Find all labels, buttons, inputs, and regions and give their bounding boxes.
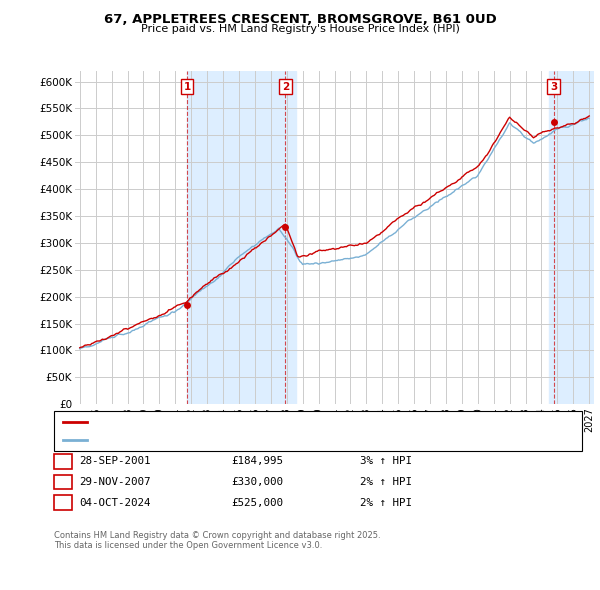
Text: 29-NOV-2007: 29-NOV-2007 [79, 477, 151, 487]
Text: 1: 1 [184, 81, 191, 91]
Bar [187, 71, 296, 404]
Text: Contains HM Land Registry data © Crown copyright and database right 2025.
This d: Contains HM Land Registry data © Crown c… [54, 531, 380, 550]
Text: £525,000: £525,000 [231, 498, 283, 507]
Text: 2: 2 [282, 81, 289, 91]
Text: HPI: Average price, detached house, Bromsgrove: HPI: Average price, detached house, Brom… [91, 435, 335, 445]
Text: 2% ↑ HPI: 2% ↑ HPI [360, 477, 412, 487]
Text: 3% ↑ HPI: 3% ↑ HPI [360, 457, 412, 466]
Text: £330,000: £330,000 [231, 477, 283, 487]
Text: Price paid vs. HM Land Registry's House Price Index (HPI): Price paid vs. HM Land Registry's House … [140, 24, 460, 34]
Text: £184,995: £184,995 [231, 457, 283, 466]
Text: 67, APPLETREES CRESCENT, BROMSGROVE, B61 0UD (detached house): 67, APPLETREES CRESCENT, BROMSGROVE, B61… [91, 418, 448, 428]
Text: 67, APPLETREES CRESCENT, BROMSGROVE, B61 0UD: 67, APPLETREES CRESCENT, BROMSGROVE, B61… [104, 13, 496, 26]
Text: 2: 2 [59, 477, 67, 487]
Text: 3: 3 [59, 498, 67, 507]
Text: 2% ↑ HPI: 2% ↑ HPI [360, 498, 412, 507]
Text: 3: 3 [550, 81, 557, 91]
Text: 04-OCT-2024: 04-OCT-2024 [79, 498, 151, 507]
Bar [550, 71, 594, 404]
Text: 1: 1 [59, 457, 67, 466]
Text: 28-SEP-2001: 28-SEP-2001 [79, 457, 151, 466]
